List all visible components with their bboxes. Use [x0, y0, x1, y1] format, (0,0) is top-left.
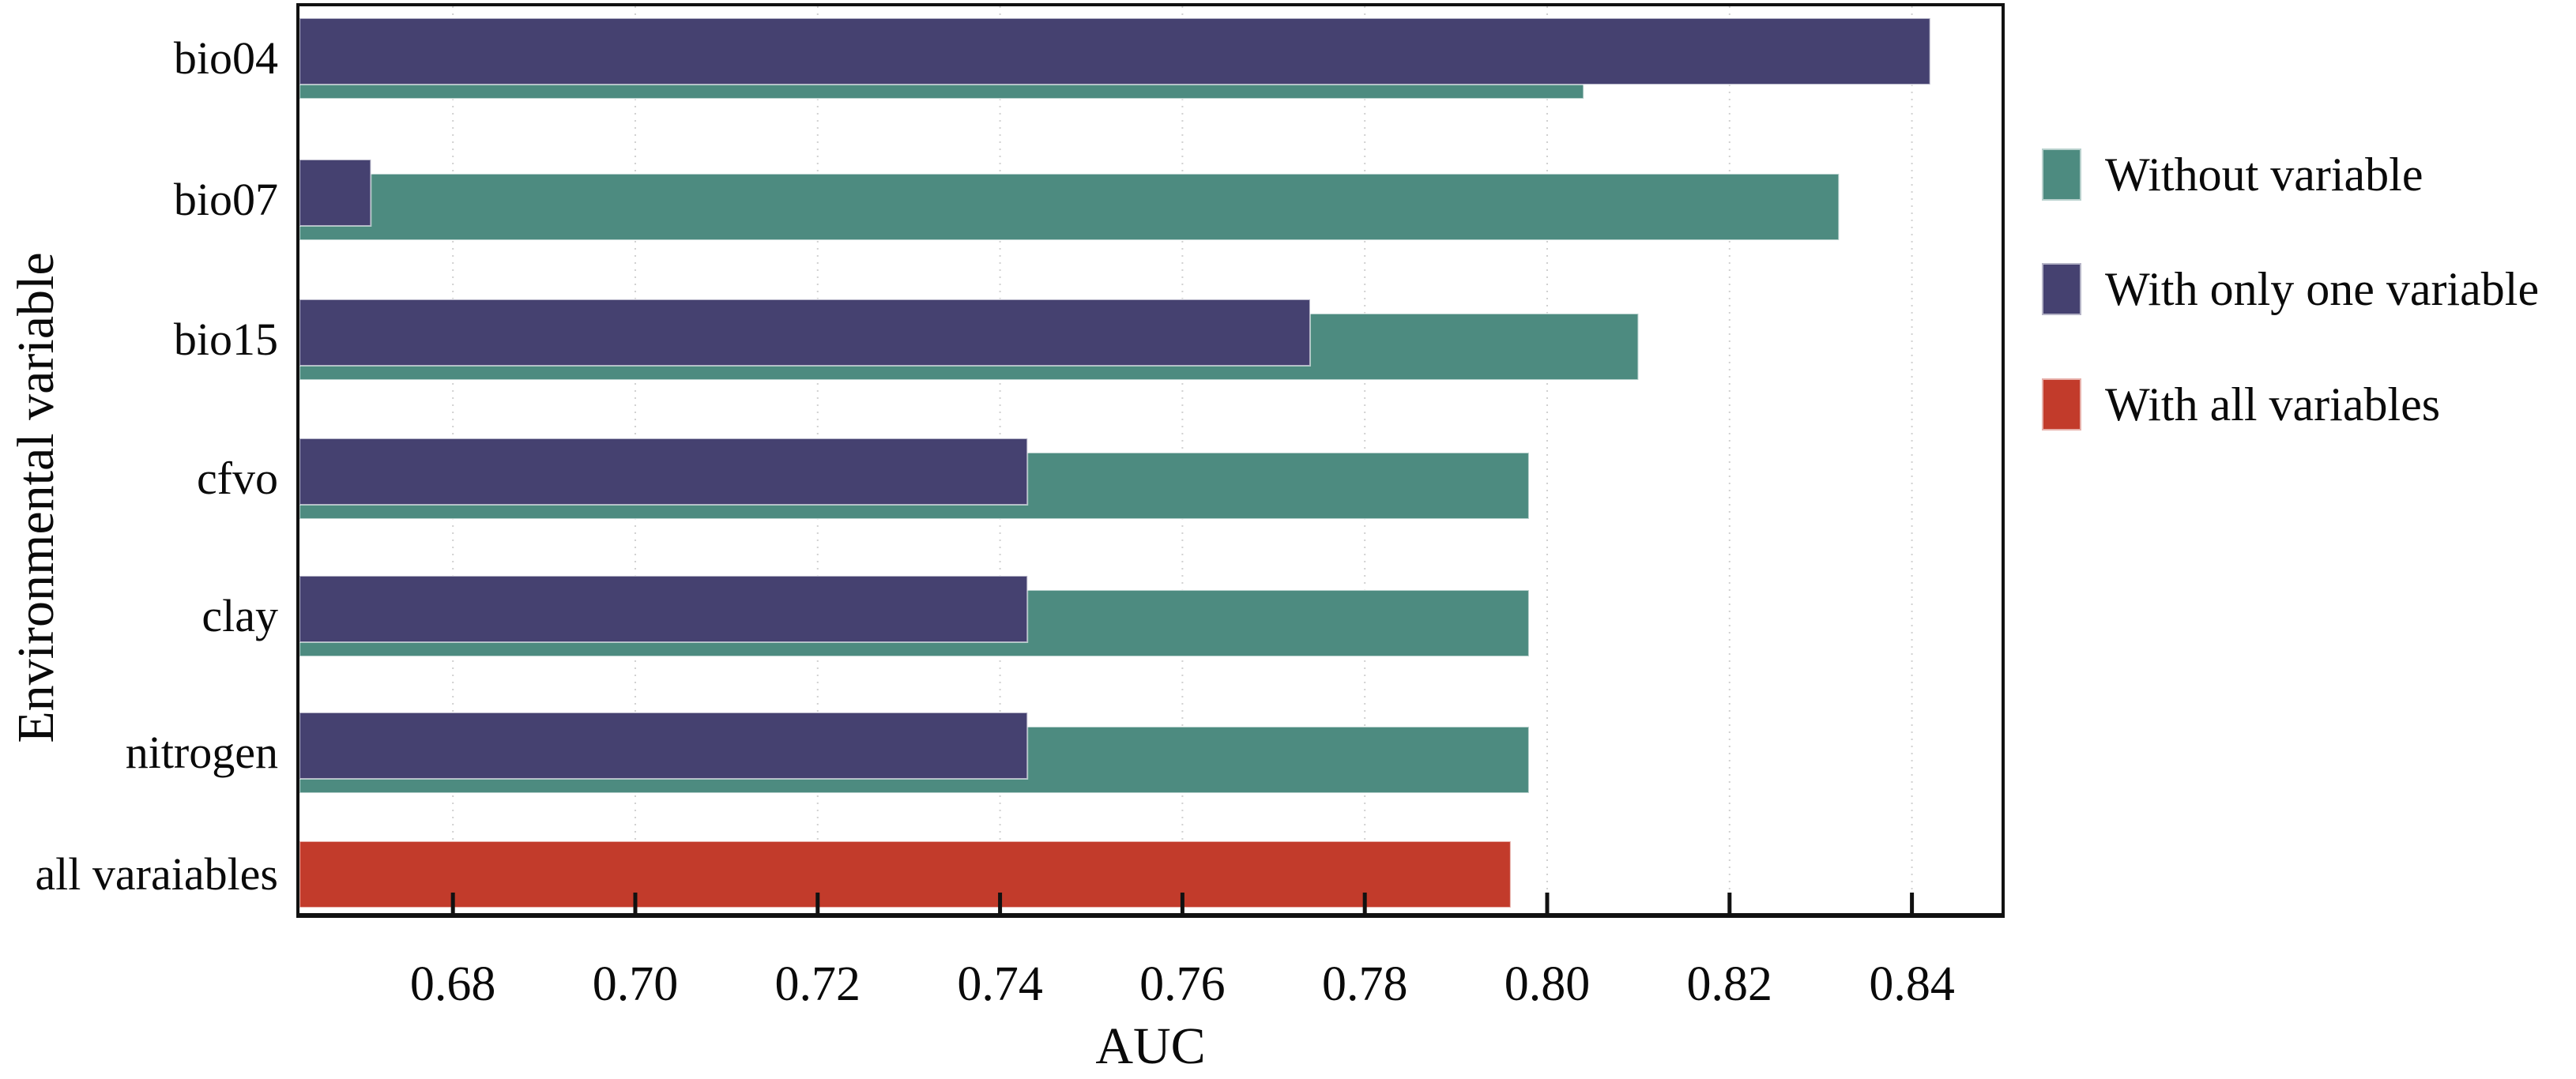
legend-item-with-only-one-variable: With only one variable — [2042, 256, 2539, 322]
x-axis-tick-label-0.68: 0.68 — [409, 957, 496, 1011]
legend-label: Without variable — [2105, 149, 2423, 201]
y-axis-category-label-bio15: bio15 — [173, 314, 278, 365]
y-axis-title: Environmental variable — [7, 252, 65, 743]
x-axis-tick-label-0.70: 0.70 — [592, 957, 679, 1011]
bar-with-only-one-variable-nitrogen — [299, 712, 1029, 780]
legend-label: With only one variable — [2105, 263, 2540, 315]
legend-swatch-icon — [2042, 149, 2081, 201]
bar-with-only-one-variable-cfvo — [299, 438, 1029, 506]
legend-swatch-icon — [2042, 378, 2081, 430]
x-axis-tick-label-0.80: 0.80 — [1504, 957, 1591, 1011]
y-axis-category-label-all-varaiables: all varaiables — [35, 848, 278, 900]
bar-with-all-variables-all varaiables — [299, 840, 1512, 908]
legend-item-with-all-variables: With all variables — [2042, 371, 2440, 438]
x-axis-tick-label-0.84: 0.84 — [1869, 957, 1955, 1011]
x-axis-tick-label-0.74: 0.74 — [957, 957, 1043, 1011]
x-axis-tick-label-0.78: 0.78 — [1321, 957, 1408, 1011]
bar-with-only-one-variable-bio04 — [299, 17, 1931, 85]
x-axis-title: AUC — [1095, 1017, 1206, 1075]
legend-swatch-icon — [2042, 263, 2081, 315]
bar-with-only-one-variable-clay — [299, 575, 1029, 643]
x-axis-tick-label-0.76: 0.76 — [1139, 957, 1226, 1011]
bar-with-only-one-variable-bio07 — [299, 159, 372, 227]
bar-without-variable-bio07 — [299, 173, 1840, 241]
x-axis-tick-label-0.82: 0.82 — [1686, 957, 1773, 1011]
bar-with-only-one-variable-bio15 — [299, 299, 1311, 367]
legend-label: With all variables — [2105, 378, 2441, 430]
y-axis-category-label-bio04: bio04 — [173, 32, 278, 84]
y-axis-category-label-nitrogen: nitrogen — [125, 727, 278, 778]
x-axis-tick-label-0.72: 0.72 — [774, 957, 861, 1011]
y-axis-category-label-clay: clay — [201, 590, 278, 641]
y-axis-category-label-cfvo: cfvo — [196, 453, 278, 504]
y-axis-category-label-bio07: bio07 — [173, 174, 278, 225]
legend-item-without-variable: Without variable — [2042, 141, 2423, 208]
